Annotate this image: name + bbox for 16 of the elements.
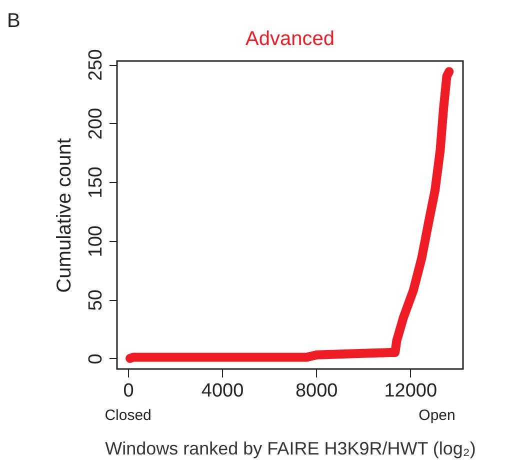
y-tick-label: 0 (86, 354, 106, 364)
y-tick-label: 100 (86, 226, 106, 258)
y-tick-label: 50 (86, 290, 106, 311)
y-tick-label: 150 (86, 166, 106, 198)
text: Open (418, 407, 456, 424)
x-tick-label: 8000 (295, 380, 338, 402)
x-tick-label: 0 (123, 380, 134, 402)
text: B (7, 10, 20, 32)
x-axis-title: Windows ranked by FAIRE H3K9R/HWT (log₂) (105, 438, 476, 458)
x-tick-label: 12000 (384, 380, 438, 402)
y-tick-label: 200 (86, 108, 106, 140)
y-axis-title: Cumulative count (54, 138, 76, 293)
y-tick-label: 250 (86, 49, 106, 81)
chart-title: Advanced (246, 28, 334, 50)
x-tick-label: 4000 (201, 380, 244, 402)
text: Closed (104, 407, 152, 424)
